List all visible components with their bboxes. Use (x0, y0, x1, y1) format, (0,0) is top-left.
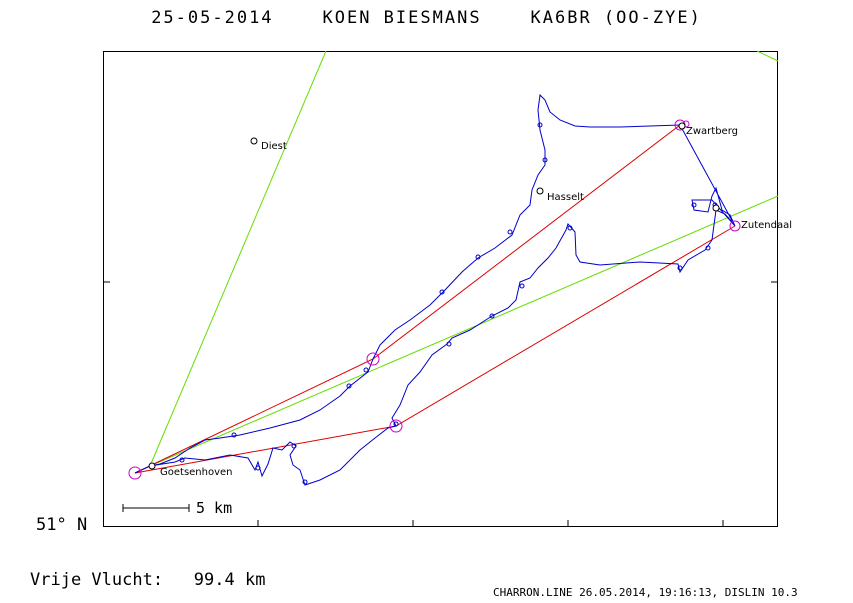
latitude-label: 51° N (36, 515, 88, 535)
summary-label: Vrije Vlucht: (30, 570, 164, 590)
glider-id: KA6BR (OO-ZYE) (530, 8, 702, 28)
turnpoint-2 (389, 419, 403, 433)
thermal-markers (179, 122, 718, 485)
task-legs (134, 124, 736, 474)
summary-distance: 99.4 km (193, 570, 266, 590)
pilot-name: KOEN BIESMANS (322, 8, 482, 28)
start-turnpoint (128, 466, 142, 480)
map-frame (103, 51, 778, 527)
place-label-goetsenhoven: Goetsenhoven (160, 467, 233, 478)
flight-title: 25-05-2014 KOEN BIESMANS KA6BR (OO-ZYE) (0, 8, 853, 28)
flight-date: 25-05-2014 (151, 8, 274, 28)
footer-info: CHARRON.LINE 26.05.2014, 19:16:13, DISLI… (493, 586, 798, 599)
sector-lines (149, 50, 779, 467)
turnpoint-1 (366, 352, 380, 366)
place-markers (148, 122, 720, 470)
place-label-diest: Diest (261, 141, 287, 152)
scale-bar (122, 504, 190, 512)
flight-summary: Vrije Vlucht: 99.4 km (30, 570, 265, 590)
place-label-hasselt: Hasselt (547, 192, 584, 203)
place-label-zwartberg: Zwartberg (686, 126, 738, 137)
flight-track (134, 93, 736, 486)
scale-label: 5 km (196, 499, 233, 517)
place-label-zutendaal: Zutendaal (741, 220, 792, 231)
turnpoint-zutendaal (729, 220, 741, 232)
turnpoints (128, 119, 741, 480)
axis-ticks (103, 281, 778, 527)
place-labels: Diest Hasselt Zwartberg Zutendaal Goetse… (160, 126, 792, 478)
